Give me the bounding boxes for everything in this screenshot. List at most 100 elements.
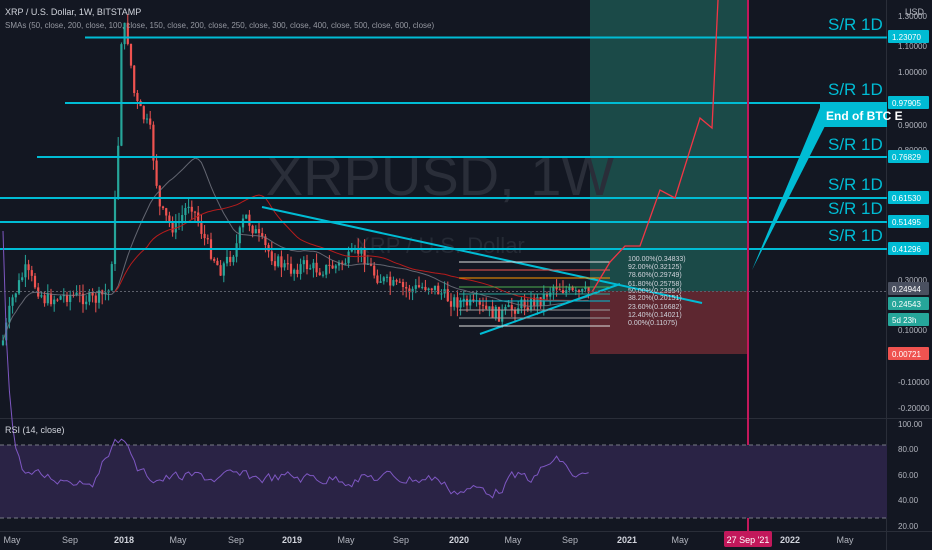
candle-body: [145, 118, 149, 120]
candle-body: [11, 297, 14, 306]
fib-level-label: 92.00%(0.32125): [628, 264, 682, 271]
candle-body: [465, 298, 469, 306]
time-tick-label: Sep: [228, 535, 244, 545]
rsi-tick-label: 40.00: [898, 496, 919, 505]
candle-body: [88, 292, 91, 302]
candle-body: [430, 288, 433, 290]
candle-body: [344, 263, 347, 265]
candle-body: [1, 340, 5, 345]
support-resistance-lines[interactable]: [0, 36, 887, 250]
candle-body: [113, 197, 117, 265]
candle-body: [389, 276, 392, 286]
price-level-text: 0.00721: [892, 350, 921, 359]
long-position-profit-zone[interactable]: [590, 0, 747, 291]
long-position-loss-zone[interactable]: [590, 291, 747, 354]
candle-body: [478, 300, 481, 305]
price-level-badge: [888, 297, 929, 310]
candle-body: [523, 299, 526, 308]
price-level-text: 0.61530: [892, 194, 921, 203]
candle-body: [245, 214, 248, 219]
price-level-text: 0.51495: [892, 218, 921, 227]
watermark-symbol: XRPUSD, 1W: [266, 144, 615, 207]
candle-body: [331, 265, 334, 269]
rsi-tick-label: 80.00: [898, 445, 919, 454]
candle-body: [21, 277, 24, 281]
candle-body: [321, 274, 325, 276]
time-axis[interactable]: May Sep 2018 May Sep 2019 May Sep 2020 May Sep 2021…: [3, 535, 854, 545]
candle-body: [155, 160, 158, 186]
candle-body: [459, 301, 462, 308]
time-tick-label: Sep: [562, 535, 578, 545]
candle-body: [184, 208, 187, 216]
fib-level-label: 0.00%(0.11075): [628, 320, 677, 327]
time-tick-label: Sep: [393, 535, 409, 545]
price-level-badge: [888, 191, 929, 204]
sma-line: [114, 194, 589, 302]
candle-body: [328, 264, 331, 266]
candle-body: [462, 298, 465, 302]
candle-body: [81, 293, 85, 305]
projection-path[interactable]: [591, 0, 719, 293]
candle-body: [43, 295, 46, 304]
candle-body: [561, 290, 565, 294]
candle-body: [120, 44, 123, 146]
candle-body: [222, 263, 225, 276]
candle-body: [133, 65, 136, 93]
date-marker-badge: [724, 531, 772, 547]
sr-label: S/R 1D: [828, 226, 883, 245]
candle-body: [385, 276, 389, 278]
candle-body: [149, 118, 152, 125]
candle-body: [168, 215, 171, 222]
candle-body: [14, 293, 17, 298]
candle-body: [46, 293, 49, 304]
rsi-axis: 100.00 80.00 60.00 40.00 20.00: [898, 420, 923, 531]
sr-label: S/R 1D: [828, 199, 883, 218]
price-level-badge: [888, 313, 929, 326]
candle-body: [56, 299, 59, 301]
candle-body: [529, 297, 533, 310]
candle-body: [440, 293, 443, 295]
price-tick-label: -0.10000: [898, 378, 930, 387]
candle-body: [251, 225, 254, 234]
fib-retracement[interactable]: 100.00%(0.34833)92.00%(0.32125)78.60%(0.…: [459, 256, 686, 327]
candle-body: [577, 290, 581, 292]
candle-body: [49, 293, 53, 305]
candle-body: [446, 289, 449, 302]
candle-body: [488, 306, 491, 309]
price-tick-label: 1.30000: [898, 12, 927, 21]
candle-body: [296, 269, 299, 274]
candle-body: [161, 206, 165, 209]
time-tick-label: 2022: [780, 535, 800, 545]
candle-body: [574, 290, 577, 292]
rsi-tick-label: 60.00: [898, 471, 919, 480]
candle-body: [8, 305, 11, 323]
candle-body: [37, 287, 40, 297]
candle-body: [497, 306, 501, 322]
candle-body: [587, 287, 590, 293]
candle-body: [187, 206, 190, 209]
rsi-tick-label: 20.00: [898, 522, 919, 531]
candle-body: [59, 296, 62, 300]
price-pane[interactable]: [0, 0, 887, 418]
candle-body: [78, 292, 81, 294]
candle-body: [85, 301, 88, 305]
candle-body: [552, 287, 555, 293]
callout-box[interactable]: [820, 103, 887, 127]
currency-label: USD: [905, 7, 925, 17]
candle-body: [27, 264, 30, 271]
candle-body: [264, 236, 267, 246]
candle-body: [318, 272, 321, 276]
candle-body: [453, 297, 456, 307]
price-level-badge: [888, 150, 929, 163]
downtrend-line[interactable]: [261, 206, 703, 304]
candle-body: [417, 285, 421, 288]
candle-body: [427, 288, 430, 291]
candle-body: [190, 206, 193, 212]
price-tick-label: -0.20000: [898, 404, 930, 413]
price-level-badge: [888, 96, 929, 109]
fib-level-label: 61.80%(0.25758): [628, 281, 682, 288]
candle-body: [305, 260, 309, 270]
candle-body: [315, 262, 318, 273]
candle-body: [117, 145, 120, 198]
